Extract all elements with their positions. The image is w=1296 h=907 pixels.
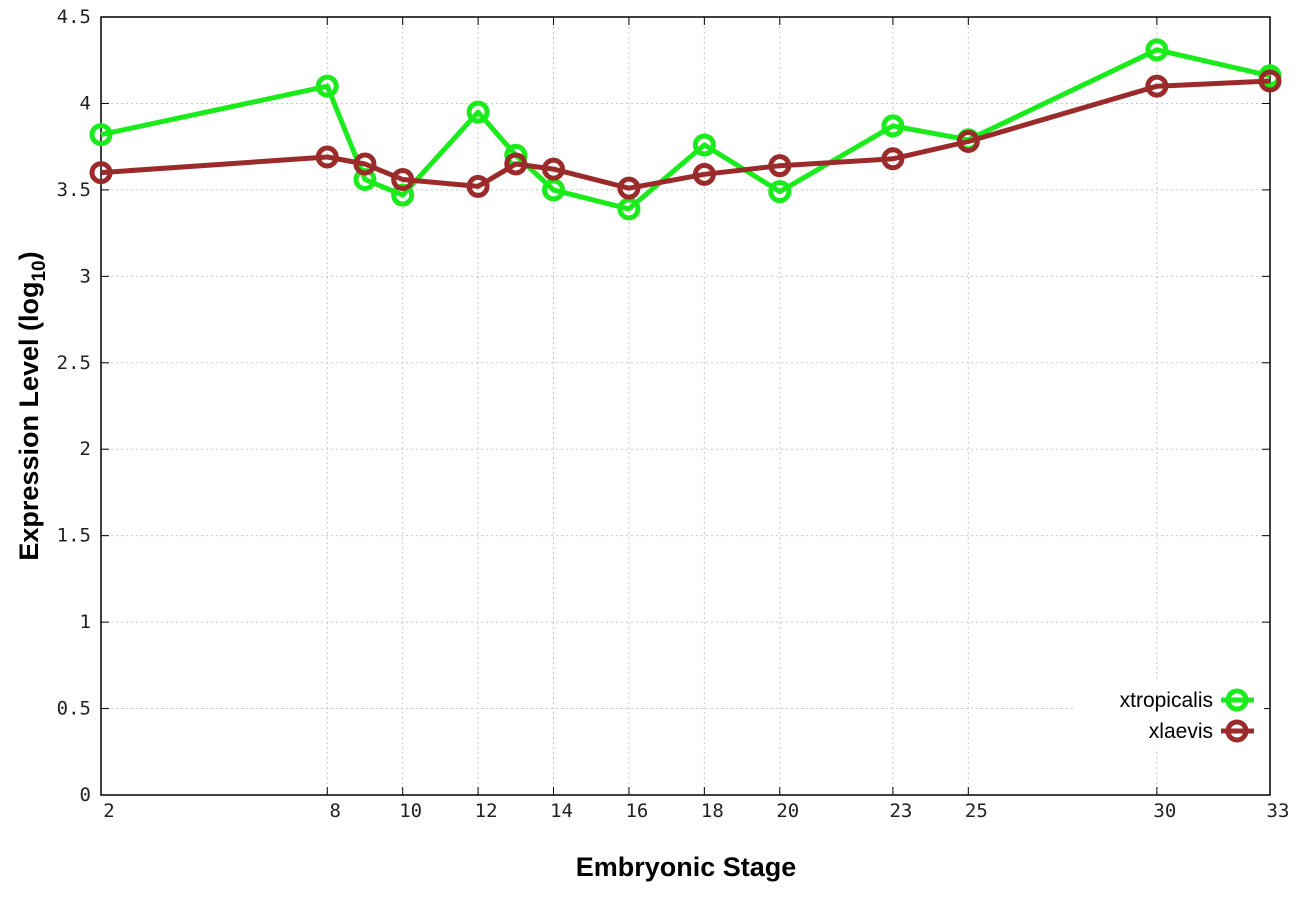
y-axis-title-close: ) — [14, 251, 44, 260]
data-point-xlaevis — [1145, 74, 1169, 98]
data-point-xlaevis — [956, 129, 980, 153]
legend-marker-xlaevis — [1225, 719, 1249, 743]
data-point-xlaevis — [353, 152, 377, 176]
y-tick-label: 4.5 — [57, 6, 91, 28]
y-axis-title: Expression Level (log10) — [14, 251, 50, 560]
data-point-xlaevis — [504, 152, 528, 176]
x-tick-label: 33 — [1267, 800, 1290, 822]
data-point-xtropicalis — [692, 133, 716, 157]
data-point-xtropicalis — [1145, 38, 1169, 62]
x-tick-label: 10 — [399, 800, 422, 822]
y-tick-label: 1.5 — [57, 525, 91, 547]
x-tick-label: 12 — [475, 800, 498, 822]
legend-label-xlaevis: xlaevis — [1149, 720, 1213, 743]
x-tick-label: 23 — [889, 800, 912, 822]
y-tick-label: 2 — [80, 438, 91, 460]
series-lines — [89, 38, 1282, 221]
legend-entry-xlaevis: xlaevis — [1149, 719, 1254, 743]
data-point-xlaevis — [315, 145, 339, 169]
x-tick-label: 8 — [330, 800, 341, 822]
x-tick-label: 18 — [701, 800, 724, 822]
y-tick-label: 2.5 — [57, 352, 91, 374]
legend-label-xtropicalis: xtropicalis — [1120, 689, 1213, 712]
data-point-xlaevis — [89, 161, 113, 185]
data-point-xlaevis — [881, 147, 905, 171]
y-axis-title-main: Expression Level (log — [14, 282, 44, 561]
series-line-xtropicalis — [100, 47, 1271, 212]
x-tick-label: 14 — [550, 800, 573, 822]
y-tick-label: 1 — [80, 611, 91, 633]
axis-ticks: 0 0.5 1 1.5 2 2.5 3 3.5 4 4.5 2 8 10 12 14 16 18 20 23 25 30… — [57, 6, 1290, 822]
data-point-xlaevis — [542, 157, 566, 181]
data-point-xtropicalis — [542, 178, 566, 202]
plot-frame — [100, 16, 1271, 796]
x-axis-title: Embryonic Stage — [576, 852, 797, 882]
y-tick-label: 3.5 — [57, 179, 91, 201]
data-point-xtropicalis — [881, 114, 905, 138]
data-point-xlaevis — [692, 162, 716, 186]
series-xlaevis — [89, 69, 1282, 200]
data-point-xtropicalis — [466, 100, 490, 124]
data-point-xlaevis — [768, 154, 792, 178]
y-tick-label: 0 — [80, 784, 91, 806]
data-point-xlaevis — [1258, 69, 1282, 93]
legend-entry-xtropicalis: xtropicalis — [1120, 688, 1254, 712]
x-tick-label: 2 — [103, 800, 114, 822]
data-point-xlaevis — [391, 168, 415, 192]
y-tick-label: 3 — [80, 265, 91, 287]
data-point-xtropicalis — [315, 74, 339, 98]
x-tick-label: 25 — [965, 800, 988, 822]
x-tick-label: 20 — [776, 800, 799, 822]
data-point-xtropicalis — [768, 180, 792, 204]
y-axis-title-subscript: 10 — [29, 260, 50, 281]
y-tick-label: 4 — [80, 92, 91, 114]
data-point-xlaevis — [466, 174, 490, 198]
y-tick-label: 0.5 — [57, 698, 91, 720]
series-xtropicalis — [89, 38, 1282, 221]
x-tick-label: 30 — [1153, 800, 1176, 822]
data-point-xlaevis — [617, 176, 641, 200]
data-point-xtropicalis — [617, 197, 641, 221]
legend-marker-xtropicalis — [1225, 688, 1249, 712]
x-tick-label: 16 — [625, 800, 648, 822]
grid-lines — [101, 17, 1270, 795]
data-point-xtropicalis — [89, 123, 113, 147]
